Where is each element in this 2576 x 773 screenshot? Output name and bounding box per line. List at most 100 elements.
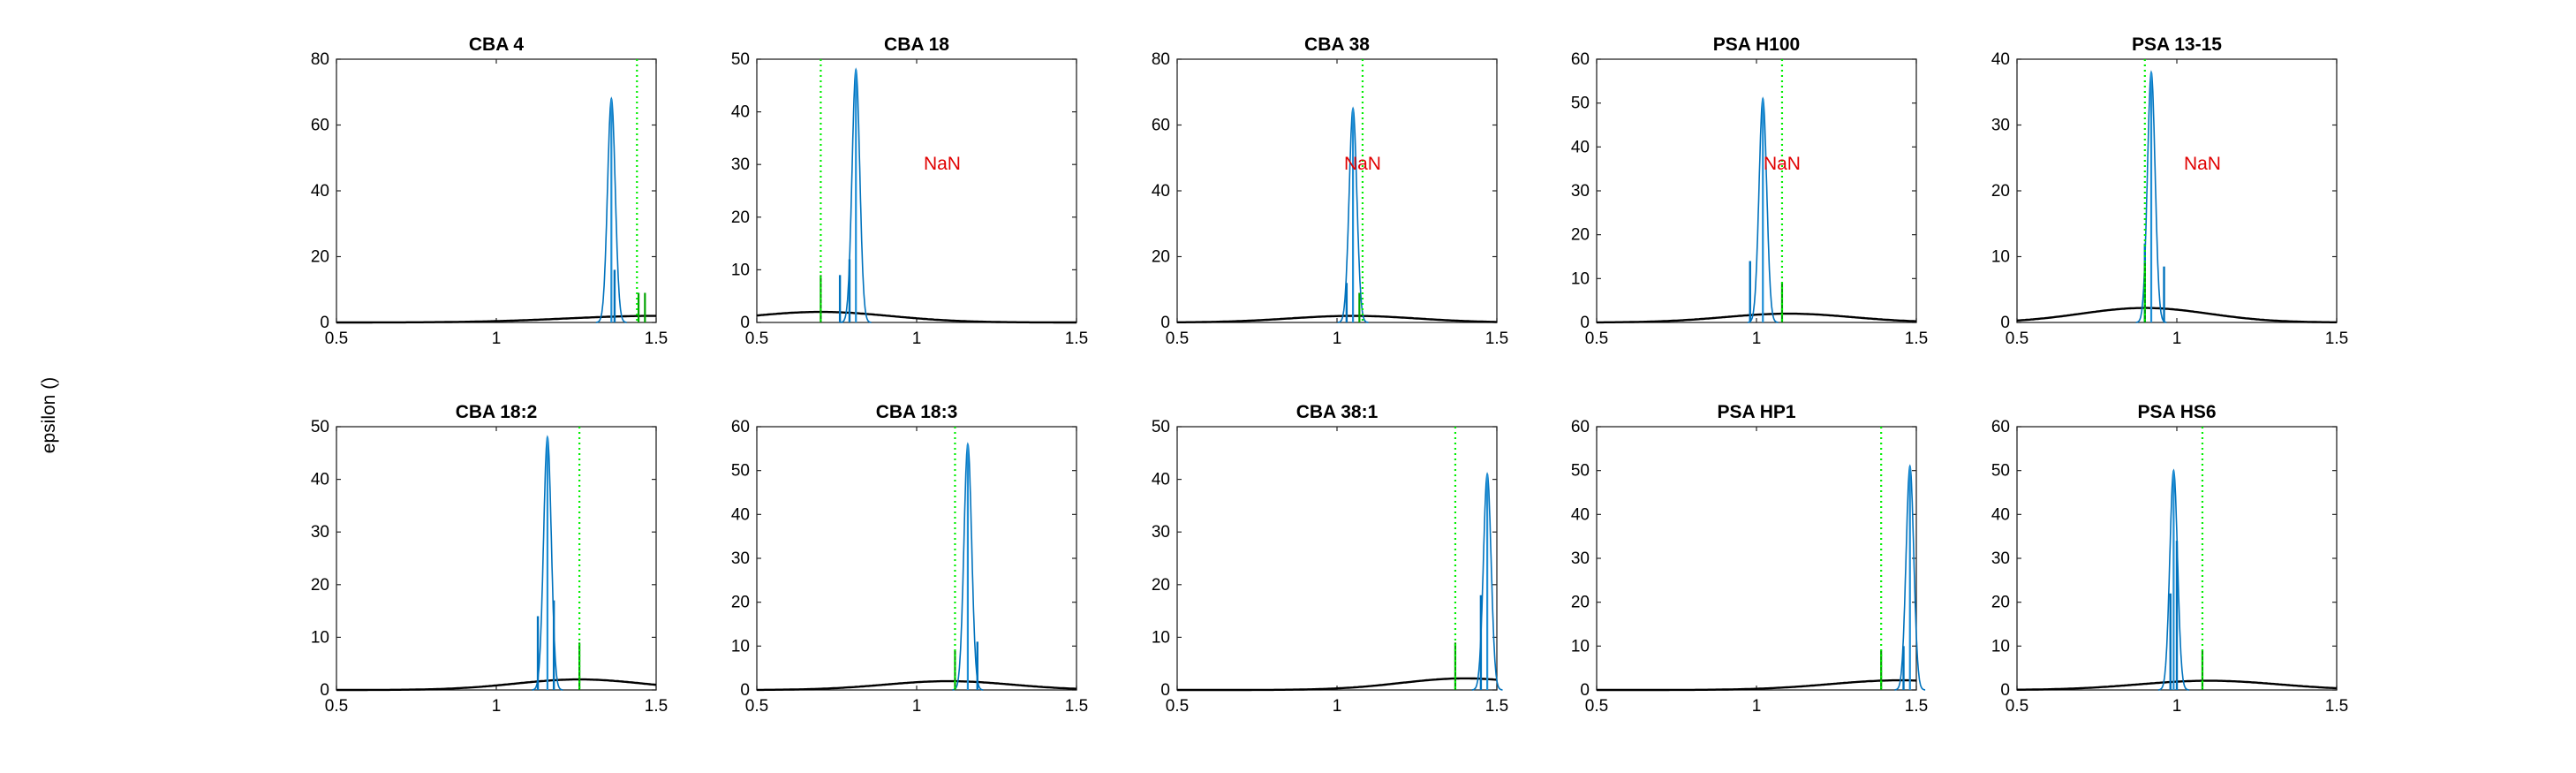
prior-curve	[2016, 307, 2337, 323]
prior-curve	[757, 679, 1077, 692]
y-tick-label: 0	[1160, 314, 1170, 332]
subplot-title: PSA H100	[1713, 34, 1800, 55]
x-tick-label: 1.5	[1485, 330, 1508, 348]
y-tick-label: 60	[731, 418, 750, 436]
y-tick-label: 40	[1571, 138, 1590, 156]
y-tick-label: 0	[1160, 681, 1170, 700]
x-tick-label: 1.5	[2325, 330, 2348, 348]
x-tick-label: 1.5	[1065, 697, 1088, 716]
y-tick-label: 60	[1152, 117, 1170, 135]
y-tick-label: 50	[1571, 462, 1590, 481]
x-tick-label: 1	[492, 330, 502, 348]
y-tick-label: 40	[731, 103, 750, 122]
y-tick-label: 20	[1991, 182, 2010, 201]
subplot: 0.5 1 1.5 0 20 40 60 80 CBA 4	[311, 34, 668, 348]
y-tick-label: 20	[311, 576, 329, 595]
x-tick-label: 1	[492, 697, 502, 716]
y-tick-label: 20	[1571, 594, 1590, 612]
plot-area	[1176, 426, 1498, 691]
y-tick-label: 10	[311, 628, 329, 647]
x-tick-label: 0.5	[745, 330, 768, 348]
subplot: 0.5 1 1.5 0 10 20 30 40 50 60 PSA HS6	[1991, 402, 2348, 716]
y-tick-label: 30	[731, 155, 750, 174]
x-tick-label: 1	[2172, 697, 2182, 716]
y-tick-label: 60	[1991, 418, 2010, 436]
prior-curve	[1597, 678, 1917, 692]
subplot: 0.5 1 1.5 0 10 20 30 40 PSA 13-15 NaN	[1991, 34, 2348, 348]
subplot: 0.5 1 1.5 0 10 20 30 40 50 60 PSA HP1	[1571, 402, 1928, 716]
y-tick-label: 0	[320, 314, 329, 332]
x-tick-label: 1	[2172, 330, 2182, 348]
y-tick-label: 10	[1991, 637, 2010, 656]
y-tick-label: 40	[1991, 505, 2010, 524]
plot-area	[1596, 426, 1917, 691]
x-tick-label: 1	[1333, 330, 1342, 348]
y-tick-label: 10	[1571, 637, 1590, 656]
subplot: 0.5 1 1.5 0 10 20 30 40 50 CBA 18:2	[311, 402, 668, 716]
y-tick-label: 20	[1991, 594, 2010, 612]
y-tick-label: 0	[2000, 681, 2010, 700]
y-tick-label: 0	[320, 681, 329, 700]
y-tick-label: 30	[311, 523, 329, 542]
prior-curve	[1597, 312, 1917, 324]
x-tick-label: 0.5	[325, 697, 348, 716]
y-tick-label: 40	[311, 471, 329, 489]
y-tick-label: 40	[311, 182, 329, 201]
posterior-histogram	[840, 67, 872, 323]
x-tick-label: 0.5	[2006, 697, 2028, 716]
x-tick-label: 0.5	[1166, 697, 1189, 716]
y-tick-label: 10	[1991, 248, 2010, 267]
x-tick-label: 1.5	[1065, 330, 1088, 348]
x-tick-label: 0.5	[325, 330, 348, 348]
prior-curve	[756, 310, 1076, 324]
x-tick-label: 0.5	[745, 697, 768, 716]
subplot: 0.5 1 1.5 0 10 20 30 40 50 60 CBA 18:3	[731, 402, 1088, 716]
y-tick-label: 30	[1152, 523, 1170, 542]
posterior-histogram	[1471, 472, 1503, 691]
y-tick-label: 50	[731, 462, 750, 481]
y-tick-label: 0	[1580, 314, 1590, 332]
y-tick-label: 40	[1152, 182, 1170, 201]
prior-curve	[336, 315, 656, 324]
subplot: 0.5 1 1.5 0 20 40 60 80 CBA 38 NaN	[1152, 34, 1508, 348]
prior-curve	[1177, 315, 1497, 323]
x-tick-label: 1.5	[1905, 697, 1928, 716]
subplot-title: PSA 13-15	[2132, 34, 2222, 55]
x-tick-label: 0.5	[1585, 697, 1608, 716]
plot-area	[1176, 58, 1498, 323]
x-tick-label: 0.5	[2006, 330, 2028, 348]
y-tick-label: 40	[731, 505, 750, 524]
y-tick-label: 80	[1152, 50, 1170, 69]
subplot-title: CBA 38	[1304, 34, 1370, 55]
subplot-title: PSA HS6	[2137, 402, 2216, 422]
y-tick-label: 30	[1991, 549, 2010, 568]
subplot: 0.5 1 1.5 0 10 20 30 40 50 60 PSA H100 NaN	[1571, 34, 1928, 348]
nan-annotation: NaN	[1764, 154, 1801, 174]
subplot-title: CBA 18	[884, 34, 949, 55]
subplot-title: CBA 18:2	[456, 402, 538, 422]
x-tick-label: 1.5	[2325, 697, 2348, 716]
y-tick-label: 20	[1152, 576, 1170, 595]
subplot-title: PSA HP1	[1717, 402, 1795, 422]
nan-annotation: NaN	[1344, 154, 1381, 174]
prior-curve	[1177, 677, 1498, 692]
x-tick-label: 1	[1333, 697, 1342, 716]
y-tick-label: 20	[311, 248, 329, 267]
x-tick-label: 1	[1752, 697, 1762, 716]
x-tick-label: 1.5	[645, 697, 668, 716]
y-tick-label: 50	[731, 50, 750, 69]
plot-area	[756, 426, 1077, 691]
y-tick-label: 0	[2000, 314, 2010, 332]
y-tick-label: 0	[1580, 681, 1590, 700]
y-tick-label: 30	[731, 549, 750, 568]
x-tick-label: 1	[1752, 330, 1762, 348]
x-tick-label: 1.5	[1485, 697, 1508, 716]
subplot: 0.5 1 1.5 0 10 20 30 40 50 CBA 38:1	[1152, 402, 1508, 716]
y-tick-label: 10	[1152, 628, 1170, 647]
subplot: 0.5 1 1.5 0 10 20 30 40 50 CBA 18 NaN	[731, 34, 1088, 348]
x-tick-label: 1	[912, 330, 922, 348]
plot-area	[336, 426, 657, 691]
y-tick-label: 20	[731, 594, 750, 612]
